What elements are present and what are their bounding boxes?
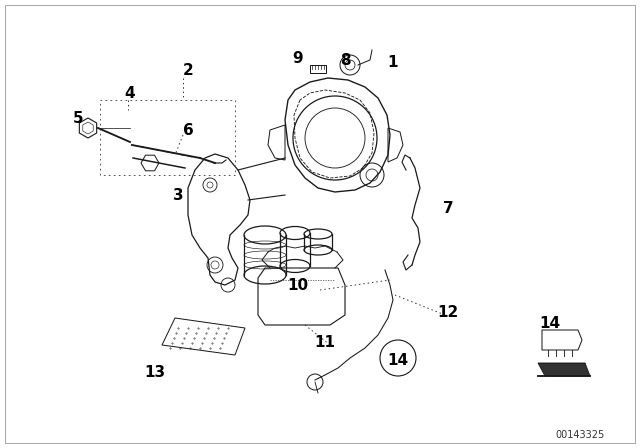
Text: 4: 4 (125, 86, 135, 100)
Text: 9: 9 (292, 51, 303, 65)
Text: 7: 7 (443, 201, 453, 215)
Text: 00143325: 00143325 (556, 430, 605, 440)
Text: 1: 1 (388, 55, 398, 69)
Text: 12: 12 (437, 305, 459, 319)
Text: 8: 8 (340, 52, 350, 68)
Text: 6: 6 (182, 122, 193, 138)
Text: 13: 13 (145, 365, 166, 379)
Text: 2: 2 (182, 63, 193, 78)
Text: 5: 5 (73, 111, 83, 125)
Text: 14: 14 (387, 353, 408, 367)
Text: 3: 3 (173, 188, 183, 202)
Polygon shape (538, 363, 590, 376)
Text: 14: 14 (540, 315, 561, 331)
Text: 11: 11 (314, 335, 335, 349)
Text: 10: 10 (287, 277, 308, 293)
